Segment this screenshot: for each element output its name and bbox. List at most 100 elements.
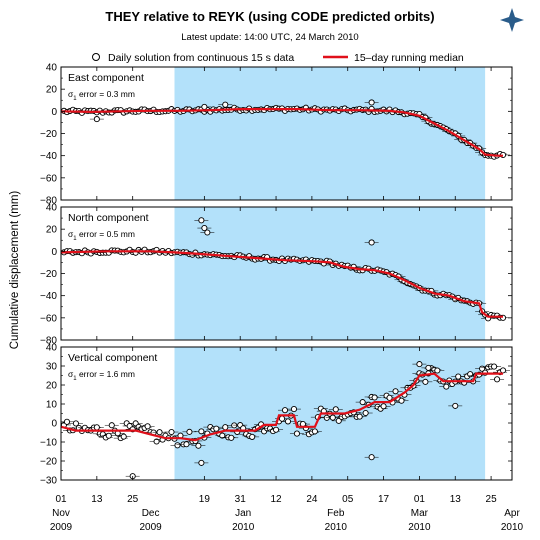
data-point: [356, 413, 363, 420]
data-point: [416, 361, 423, 368]
y-tick-label: −40: [40, 291, 57, 302]
x-tick-label-month: Feb: [327, 508, 345, 519]
x-tick-label-month: Apr: [504, 508, 520, 519]
chart-subtitle: Latest update: 14:00 UTC, 24 March 2010: [181, 32, 358, 43]
panel-2: 40 20 0 −20 −40 −60 −80 North component σ1 error…: [40, 203, 513, 347]
data-point: [183, 441, 190, 448]
data-point: [153, 438, 160, 445]
data-points: [61, 217, 511, 322]
median-line: [61, 107, 503, 157]
x-tick-label-month: Jan: [235, 508, 251, 519]
data-point: [63, 418, 71, 425]
data-point: [362, 409, 369, 417]
legend-point-marker: [92, 53, 100, 61]
data-point: [198, 428, 205, 435]
data-point: [422, 378, 429, 385]
data-point: [386, 394, 393, 401]
median-line: [61, 372, 503, 442]
y-tick-label: 20: [46, 381, 58, 392]
x-tick-label-day: 17: [378, 494, 390, 505]
data-point: [228, 434, 235, 441]
y-tick-label: 30: [46, 362, 58, 373]
data-point: [195, 442, 202, 449]
data-point: [201, 225, 208, 232]
data-point: [168, 428, 175, 436]
y-tick-label: 40: [46, 63, 58, 74]
data-point: [467, 371, 474, 378]
data-point: [231, 422, 238, 429]
data-point: [368, 239, 375, 246]
data-point: [120, 433, 127, 440]
data-point: [219, 432, 226, 439]
y-tick-label: −40: [40, 151, 57, 162]
y-tick-label: 40: [46, 343, 58, 354]
y-tick-label: −80: [40, 336, 57, 347]
data-point: [494, 376, 501, 383]
sigma-subscript: 1: [73, 236, 77, 242]
data-point: [204, 229, 211, 236]
x-tick-label-day: 31: [235, 494, 247, 505]
data-point: [398, 397, 405, 404]
y-tick-label: −20: [40, 457, 57, 468]
x-tick-label-year: 2009: [50, 522, 73, 533]
data-point: [380, 403, 387, 410]
data-point: [443, 383, 450, 390]
data-point: [329, 414, 336, 421]
logo: [500, 8, 524, 32]
y-tick-label: 0: [51, 419, 57, 430]
sigma-symbol: σ: [68, 89, 74, 99]
panel-error-label: σ1 error = 1.6 mm: [68, 369, 135, 382]
data-point: [272, 426, 280, 433]
x-tick-label-day: 01: [414, 494, 426, 505]
x-tick-label-day: 24: [306, 494, 318, 505]
data-points: [61, 361, 511, 480]
data-point: [425, 364, 432, 371]
data-point: [198, 217, 205, 224]
x-tick-label-day: 12: [270, 494, 282, 505]
shaded-period: [174, 67, 486, 200]
data-point: [290, 406, 298, 413]
data-point: [491, 363, 498, 370]
data-point: [359, 399, 366, 406]
error-value: error = 0.3 mm: [77, 89, 135, 99]
data-point: [335, 417, 342, 424]
panel-title: North component: [68, 212, 149, 224]
panel-1: 40 20 0 −20 −40 −60 −80 East component σ1 error …: [40, 63, 513, 207]
data-point: [174, 442, 181, 449]
data-point: [249, 433, 256, 440]
shaded-period: [174, 207, 486, 340]
data-point: [278, 415, 286, 422]
y-tick-label: −20: [40, 269, 57, 280]
data-point: [452, 402, 459, 409]
error-value: error = 0.5 mm: [77, 229, 135, 239]
panel-title: East component: [68, 72, 144, 84]
data-point: [213, 425, 220, 432]
data-point: [434, 367, 441, 374]
x-tick-label-year: 2010: [501, 522, 524, 533]
data-point: [368, 99, 375, 106]
y-tick-label: −80: [40, 196, 57, 207]
y-tick-label: 0: [51, 107, 57, 118]
x-tick-label-day: 05: [342, 494, 354, 505]
data-point: [455, 373, 462, 380]
logo-icon: [500, 8, 524, 32]
panel-title: Vertical component: [68, 352, 157, 364]
legend: Daily solution from continuous 15 s data…: [92, 52, 464, 64]
legend-points-label: Daily solution from continuous 15 s data: [108, 52, 294, 64]
x-tick-label-day: 13: [91, 494, 103, 505]
data-point: [186, 428, 193, 435]
data-point: [93, 424, 100, 431]
sigma-subscript: 1: [73, 376, 77, 382]
y-tick-label: −60: [40, 173, 57, 184]
x-tick-label-month: Dec: [142, 508, 160, 519]
y-tick-label: −20: [40, 129, 57, 140]
x-tick-label-month: Mar: [411, 508, 429, 519]
data-point: [222, 101, 229, 108]
data-point: [311, 428, 318, 435]
x-tick-label-month: Nov: [52, 508, 70, 519]
data-point: [105, 432, 112, 439]
x-tick-label-year: 2010: [325, 522, 348, 533]
error-value: error = 1.6 mm: [77, 369, 135, 379]
panel-3: 40 30 20 10 0 −10 −20 −30 Vertical component σ1 e…: [40, 343, 513, 487]
